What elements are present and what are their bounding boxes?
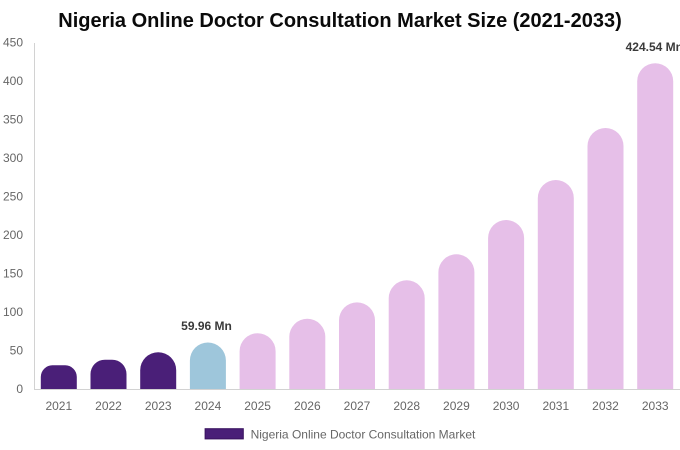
svg-text:2031: 2031 [542,399,569,413]
svg-text:400: 400 [3,74,23,88]
svg-text:250: 250 [3,190,23,204]
svg-text:2028: 2028 [393,399,420,413]
svg-text:2030: 2030 [493,399,520,413]
svg-text:Nigeria Online Doctor Consulta: Nigeria Online Doctor Consultation Marke… [58,10,621,32]
svg-text:2024: 2024 [195,399,222,413]
svg-text:50: 50 [10,344,24,358]
svg-text:2027: 2027 [344,399,371,413]
svg-text:2022: 2022 [95,399,122,413]
svg-text:150: 150 [3,267,23,281]
svg-text:300: 300 [3,151,23,165]
svg-text:200: 200 [3,228,23,242]
svg-text:424.54 Mn: 424.54 Mn [626,40,680,54]
svg-text:2026: 2026 [294,399,321,413]
svg-text:350: 350 [3,113,23,127]
svg-text:100: 100 [3,305,23,319]
svg-text:450: 450 [3,36,23,50]
svg-text:2021: 2021 [45,399,72,413]
svg-text:2033: 2033 [642,399,669,413]
svg-text:2023: 2023 [145,399,172,413]
svg-text:0: 0 [16,382,23,396]
svg-text:2032: 2032 [592,399,619,413]
svg-text:Nigeria Online Doctor Consulta: Nigeria Online Doctor Consultation Marke… [251,427,476,441]
svg-text:59.96 Mn: 59.96 Mn [181,319,232,333]
svg-text:2029: 2029 [443,399,470,413]
svg-text:2025: 2025 [244,399,271,413]
